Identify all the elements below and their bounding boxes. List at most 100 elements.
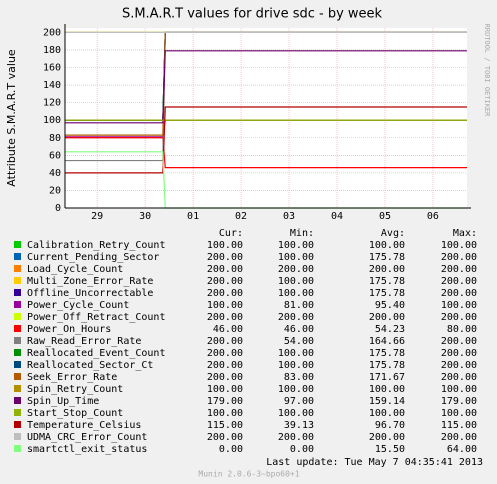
legend-stat: 115.00 <box>207 420 243 431</box>
legend-swatch <box>14 265 21 272</box>
legend-stat: 115.00 <box>441 420 477 431</box>
legend-stat: 164.66 <box>369 336 405 347</box>
legend-header: Avg: <box>381 228 405 239</box>
legend-label: Spin_Retry_Count <box>27 384 123 395</box>
legend-label: smartctl_exit_status <box>27 444 147 455</box>
legend-stat: 83.00 <box>284 372 314 383</box>
legend-stat: 200.00 <box>369 264 405 275</box>
legend-stat: 64.00 <box>447 444 477 455</box>
legend-label: Spin_Up_Time <box>27 396 99 407</box>
legend-stat: 100.00 <box>278 360 314 371</box>
chart-title: S.M.A.R.T values for drive sdc - by week <box>122 7 383 22</box>
legend-stat: 200.00 <box>441 336 477 347</box>
legend-stat: 100.00 <box>441 384 477 395</box>
legend-stat: 171.67 <box>369 372 405 383</box>
legend-stat: 200.00 <box>369 312 405 323</box>
series-line <box>65 50 467 124</box>
legend-stat: 100.00 <box>207 408 243 419</box>
legend-label: Power_On_Hours <box>27 324 111 335</box>
legend-stat: 100.00 <box>369 384 405 395</box>
watermark: RRDTOOL / TOBI OETIKER <box>483 24 491 118</box>
legend-swatch <box>14 301 21 308</box>
legend-stat: 175.78 <box>369 348 405 359</box>
legend-stat: 200.00 <box>369 432 405 443</box>
legend-swatch <box>14 445 21 452</box>
y-tick-label: 120 <box>43 98 61 109</box>
legend-swatch <box>14 241 21 248</box>
legend-label: Seek_Error_Rate <box>27 372 117 383</box>
legend-stat: 100.00 <box>278 288 314 299</box>
x-tick-label: 29 <box>91 211 103 222</box>
y-tick-label: 20 <box>49 185 61 196</box>
legend-stat: 200.00 <box>207 348 243 359</box>
legend-label: Load_Cycle_Count <box>27 264 123 275</box>
legend-swatch <box>14 349 21 356</box>
legend-swatch <box>14 397 21 404</box>
legend-stat: 100.00 <box>207 240 243 251</box>
y-tick-label: 160 <box>43 63 61 74</box>
legend-stat: 200.00 <box>441 288 477 299</box>
legend-swatch <box>14 253 21 260</box>
legend-stat: 200.00 <box>207 276 243 287</box>
legend-label: Raw_Read_Error_Rate <box>27 336 141 347</box>
legend-stat: 100.00 <box>207 384 243 395</box>
legend-stat: 200.00 <box>441 252 477 263</box>
legend-swatch <box>14 313 21 320</box>
legend-stat: 200.00 <box>441 372 477 383</box>
x-tick-label: 03 <box>283 211 295 222</box>
x-tick-label: 05 <box>379 211 391 222</box>
legend-stat: 80.00 <box>447 324 477 335</box>
legend-header: Max: <box>453 228 477 239</box>
y-tick-label: 40 <box>49 168 61 179</box>
x-tick-label: 06 <box>427 211 439 222</box>
legend-stat: 46.00 <box>213 324 243 335</box>
legend-label: UDMA_CRC_Error_Count <box>27 432 147 443</box>
legend-swatch <box>14 361 21 368</box>
legend-stat: 54.23 <box>375 324 405 335</box>
legend-swatch <box>14 325 21 332</box>
footer: Munin 2.0.6-3~bpo60+1 <box>198 470 299 479</box>
legend-stat: 200.00 <box>441 360 477 371</box>
legend-stat: 96.70 <box>375 420 405 431</box>
x-tick-label: 02 <box>235 211 247 222</box>
legend-stat: 100.00 <box>278 252 314 263</box>
legend-label: Power_Off_Retract_Count <box>27 312 165 323</box>
legend-stat: 200.00 <box>278 312 314 323</box>
legend-stat: 95.40 <box>375 300 405 311</box>
legend-header: Min: <box>290 228 314 239</box>
x-tick-label: 04 <box>331 211 343 222</box>
legend-stat: 200.00 <box>207 264 243 275</box>
legend-stat: 100.00 <box>369 408 405 419</box>
legend-label: Reallocated_Event_Count <box>27 348 165 359</box>
legend-stat: 81.00 <box>284 300 314 311</box>
series-line <box>65 106 467 174</box>
legend-label: Power_Cycle_Count <box>27 300 129 311</box>
legend-stat: 39.13 <box>284 420 314 431</box>
legend-stat: 200.00 <box>278 264 314 275</box>
legend-stat: 100.00 <box>441 240 477 251</box>
legend-stat: 46.00 <box>284 324 314 335</box>
legend-stat: 200.00 <box>207 372 243 383</box>
legend-label: Multi_Zone_Error_Rate <box>27 276 153 287</box>
y-tick-label: 80 <box>49 133 61 144</box>
y-tick-label: 0 <box>55 203 61 214</box>
legend-stat: 54.00 <box>284 336 314 347</box>
legend-stat: 200.00 <box>441 312 477 323</box>
legend-header: Cur: <box>219 228 243 239</box>
x-tick-label: 01 <box>187 211 199 222</box>
y-tick-label: 140 <box>43 80 61 91</box>
legend-stat: 200.00 <box>441 432 477 443</box>
legend-stat: 200.00 <box>207 336 243 347</box>
x-tick-label: 30 <box>139 211 151 222</box>
y-tick-label: 100 <box>43 115 61 126</box>
legend-stat: 15.50 <box>375 444 405 455</box>
legend-label: Temperature_Celsius <box>27 420 141 431</box>
legend-stat: 100.00 <box>278 408 314 419</box>
legend-stat: 200.00 <box>441 276 477 287</box>
legend-swatch <box>14 409 21 416</box>
legend-label: Start_Stop_Count <box>27 408 123 419</box>
legend-stat: 100.00 <box>278 240 314 251</box>
legend-swatch <box>14 433 21 440</box>
legend-stat: 200.00 <box>441 264 477 275</box>
